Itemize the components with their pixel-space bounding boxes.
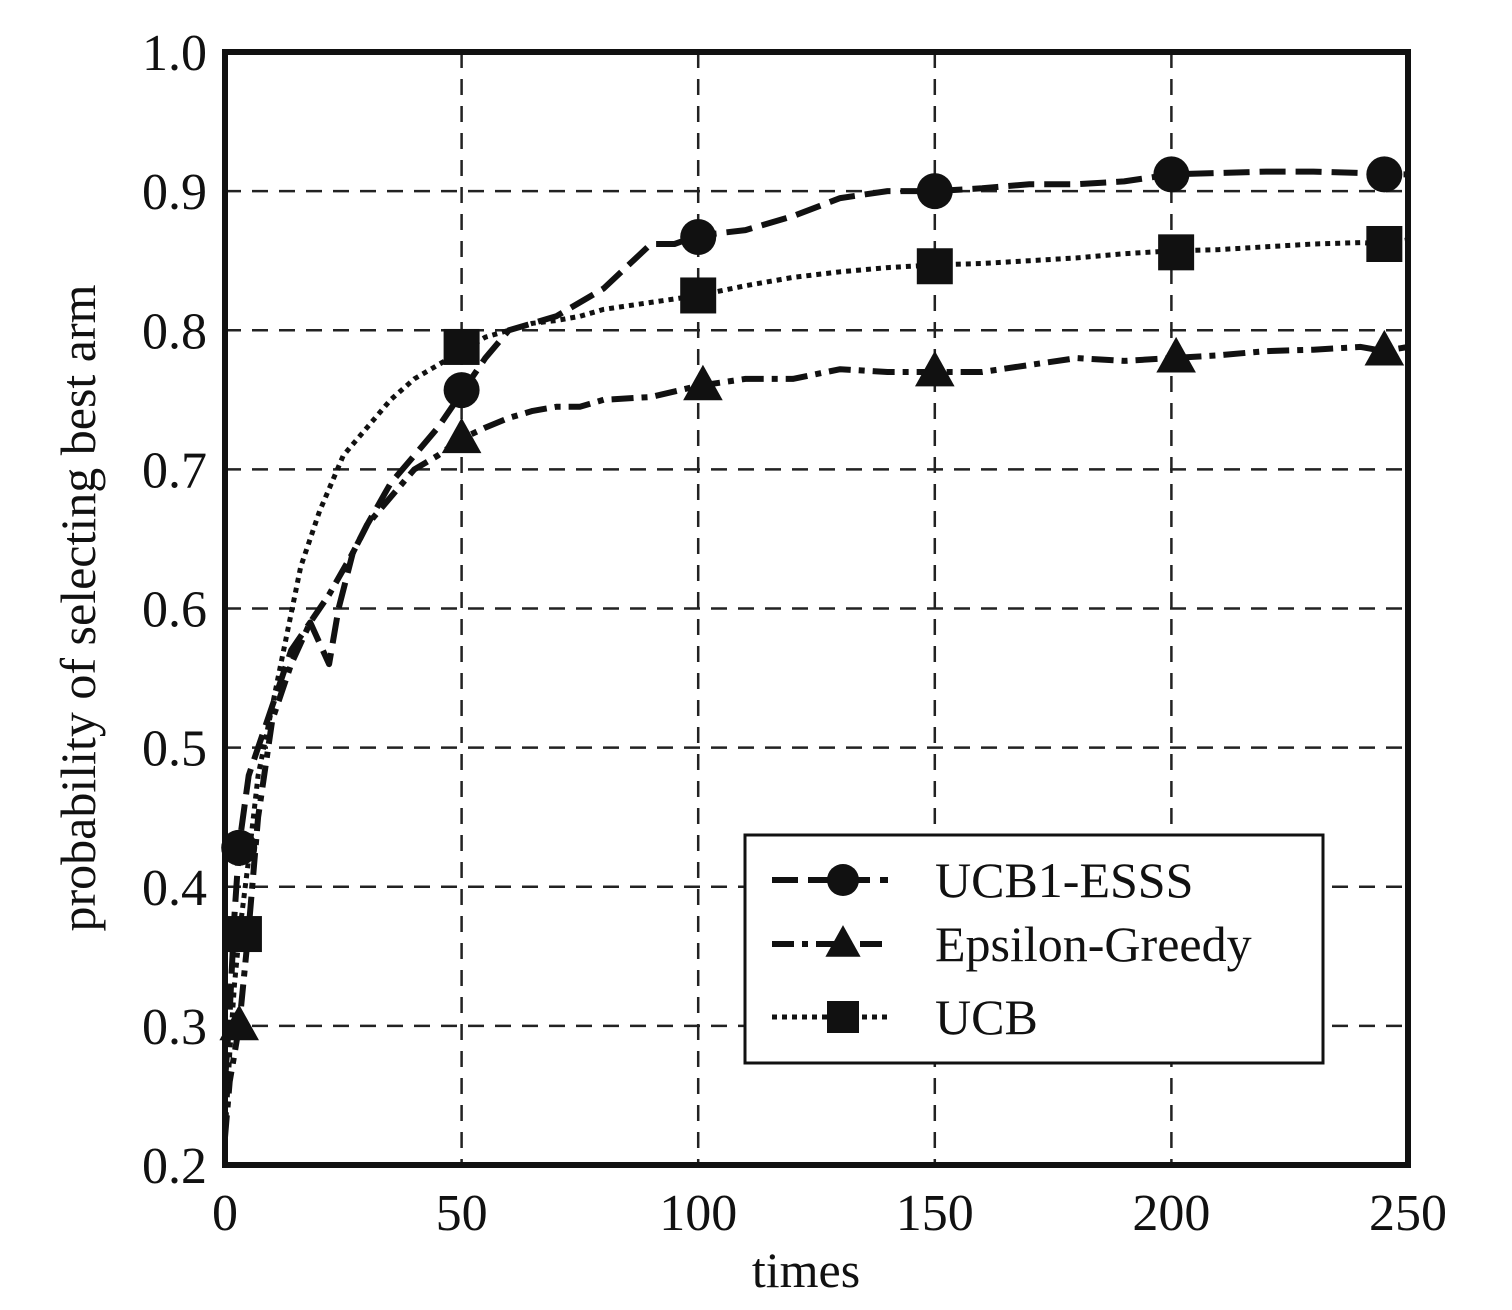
x-tick-label: 150	[896, 1185, 974, 1242]
series-line-2	[225, 343, 1408, 1138]
y-tick-label: 1.0	[142, 25, 207, 82]
legend-marker-triangle	[825, 925, 861, 957]
plot-frame	[222, 49, 1411, 1168]
data-point-circle	[221, 829, 258, 866]
y-tick-label: 0.9	[142, 164, 207, 221]
y-tick-label: 0.6	[142, 582, 207, 639]
data-point-square	[443, 328, 480, 365]
legend-marker-circle	[827, 864, 859, 896]
y-tick-label: 0.8	[142, 303, 207, 360]
series-line-1	[225, 168, 1408, 1082]
x-tick-label: 250	[1369, 1185, 1447, 1242]
legend-marker-square	[827, 1001, 859, 1033]
x-tick-label: 50	[436, 1185, 488, 1242]
data-point-circle	[443, 372, 480, 409]
data-point-triangle	[1364, 329, 1405, 366]
y-tick-label: 0.3	[142, 999, 207, 1056]
data-point-circle	[1366, 156, 1403, 193]
y-axis-title: probability of selecting best arm	[50, 284, 106, 931]
data-point-square	[1158, 234, 1195, 271]
tick-labels: 0 50 100 150 200 250 0.2 0.3 0.4 0.5 0.6 0.7 0.8 0.9 1…	[142, 25, 1447, 1242]
legend-label: UCB1-ESSS	[935, 852, 1193, 908]
legend-items: UCB1-ESSS Epsilon-Greedy UCB	[772, 852, 1252, 1045]
legend-label: UCB	[935, 989, 1038, 1045]
data-point-triangle	[441, 417, 482, 454]
data-point-circle	[916, 173, 953, 210]
data-point-triangle	[219, 1004, 259, 1041]
series-line-3	[225, 237, 1408, 1138]
legend: UCB1-ESSS Epsilon-Greedy UCB	[743, 833, 1325, 1065]
data-point-circle	[680, 219, 717, 256]
series-lines	[225, 168, 1408, 1138]
x-tick-label: 0	[212, 1185, 238, 1242]
data-point-square	[916, 248, 953, 285]
data-point-square	[680, 277, 717, 314]
data-point-square	[1366, 225, 1403, 262]
y-tick-label: 0.2	[142, 1138, 207, 1195]
data-point-triangle	[915, 350, 955, 387]
x-tick-label: 100	[659, 1185, 737, 1242]
y-tick-label: 0.7	[142, 442, 207, 499]
x-axis-title: times	[752, 1242, 860, 1298]
data-point-square	[225, 916, 262, 953]
y-tick-label: 0.5	[142, 721, 207, 778]
data-point-triangle	[683, 364, 723, 401]
data-point-circle	[1153, 156, 1190, 193]
x-tick-label: 200	[1132, 1185, 1210, 1242]
legend-label: Epsilon-Greedy	[935, 916, 1252, 972]
data-point-triangle	[1156, 336, 1196, 373]
y-tick-label: 0.4	[142, 860, 207, 917]
series-markers	[219, 156, 1405, 1041]
